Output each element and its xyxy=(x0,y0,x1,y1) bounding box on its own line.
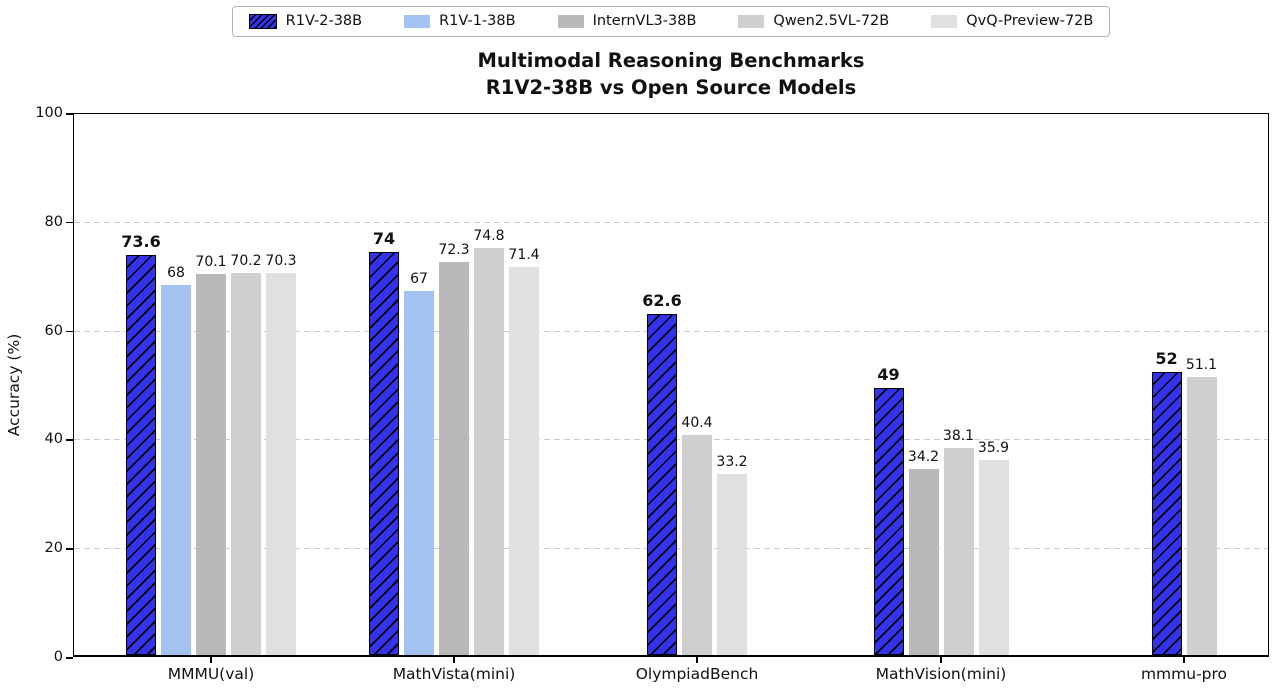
bar-r1v-1-38b-mathvista-mini xyxy=(404,290,434,655)
bar-value-label: 73.6 xyxy=(121,231,161,251)
bar-r1v-2-38b-olympiadbench xyxy=(647,314,677,655)
gridline-y-80 xyxy=(74,221,1268,223)
x-tick-label-olympiadbench: OlympiadBench xyxy=(635,665,759,683)
y-tick-label: 100 xyxy=(35,105,63,121)
y-tick-mark xyxy=(66,657,73,659)
bar-value-label: 51.1 xyxy=(1185,357,1218,374)
x-tick-mark xyxy=(453,657,455,663)
y-tick-label: 0 xyxy=(53,649,63,665)
bar-value-label: 71.4 xyxy=(508,246,540,263)
bar-qvq-preview-72b-mmmu-val xyxy=(266,272,296,655)
chart-title: Multimodal Reasoning Benchmarks R1V2-38B… xyxy=(73,47,1269,101)
bar-value-label: 40.4 xyxy=(681,415,713,432)
bar-qvq-preview-72b-olympiadbench xyxy=(717,474,747,655)
x-tick-label-mmmu-val: MMMU(val) xyxy=(167,665,255,683)
bar-qwen2-5vl-72b-mmmu-pro xyxy=(1186,377,1217,655)
legend-swatch-qvq-preview-72b xyxy=(931,15,958,28)
legend-swatch-r1v-2-38b xyxy=(248,14,277,29)
bar-value-label: 38.1 xyxy=(942,427,975,444)
y-tick-mark xyxy=(66,548,73,550)
y-tick-mark xyxy=(66,113,73,115)
x-tick-mark xyxy=(1183,657,1185,663)
plot-area: Accuracy (%) 0 20 40 60 80 100 MMMU(val) MathVi… xyxy=(5,106,1269,682)
bar-qwen2-5vl-72b-mathvista-mini xyxy=(474,248,504,655)
y-tick-label: 80 xyxy=(44,213,63,230)
bar-r1v-1-38b-mmmu-val xyxy=(161,285,191,655)
bar-value-label: 49 xyxy=(877,365,900,385)
y-tick-mark xyxy=(66,439,73,441)
bar-r1v-2-38b-mmmu-pro xyxy=(1151,372,1182,655)
bar-value-label: 62.6 xyxy=(642,291,682,311)
bar-internvl3-38b-mathvision-mini xyxy=(908,468,939,655)
bar-internvl3-38b-mmmu-val xyxy=(196,273,226,655)
x-tick-label-mathvision-mini: MathVision(mini) xyxy=(875,665,1007,683)
x-tick-mark xyxy=(210,657,212,663)
legend-swatch-r1v-1-38b xyxy=(404,15,431,28)
legend: R1V-2-38B R1V-1-38B InternVL3-38B Qwen2.… xyxy=(73,6,1269,37)
legend-swatch-internvl3-38b xyxy=(557,15,584,28)
legend-item-qvq-preview-72b: QvQ-Preview-72B xyxy=(931,14,1093,29)
bar-value-label: 33.2 xyxy=(716,454,748,471)
bar-qwen2-5vl-72b-mmmu-val xyxy=(231,273,261,655)
x-tick-mark xyxy=(940,657,942,663)
bar-value-label: 70.1 xyxy=(195,253,227,270)
y-tick-mark xyxy=(66,221,73,224)
x-tick-mark xyxy=(696,657,698,663)
x-tick-label-mmmu-pro: mmmu-pro xyxy=(1140,665,1228,683)
y-axis-label: Accuracy (%) xyxy=(5,333,23,436)
x-tick-label-mathvista-mini: MathVista(mini) xyxy=(392,665,516,683)
bar-value-label: 35.9 xyxy=(977,439,1010,456)
bar-value-label: 67 xyxy=(410,270,428,287)
bar-qwen2-5vl-72b-mathvision-mini xyxy=(943,447,974,655)
chart-title-line1: Multimodal Reasoning Benchmarks xyxy=(477,49,865,72)
legend-item-qwen2-5vl-72b: Qwen2.5VL-72B xyxy=(738,14,889,29)
bar-value-label: 72.3 xyxy=(438,241,470,258)
legend-label: R1V-1-38B xyxy=(439,13,516,30)
chart-title-line2: R1V2-38B vs Open Source Models xyxy=(485,76,857,99)
bar-r1v-2-38b-mmmu-val xyxy=(126,254,156,655)
legend-swatch-qwen2-5vl-72b xyxy=(738,15,765,28)
legend-item-r1v-2-38b: R1V-2-38B xyxy=(248,13,363,30)
bar-r1v-2-38b-mathvista-mini xyxy=(369,252,399,655)
legend-label: Qwen2.5VL-72B xyxy=(773,13,890,30)
bar-value-label: 70.2 xyxy=(230,253,262,270)
bar-value-label: 74 xyxy=(372,229,396,249)
bar-value-label: 74.8 xyxy=(473,228,505,245)
legend-label: R1V-2-38B xyxy=(285,13,363,30)
legend-item-r1v-1-38b: R1V-1-38B xyxy=(404,13,516,30)
legend-label: QvQ-Preview-72B xyxy=(966,13,1094,30)
bar-value-label: 70.3 xyxy=(265,252,297,269)
y-tick-label: 40 xyxy=(44,431,63,448)
bar-value-label: 34.2 xyxy=(907,448,940,465)
bar-qvq-preview-72b-mathvision-mini xyxy=(978,459,1009,655)
legend-box: R1V-2-38B R1V-1-38B InternVL3-38B Qwen2.… xyxy=(231,6,1111,37)
bar-r1v-2-38b-mathvision-mini xyxy=(873,388,904,655)
legend-label: InternVL3-38B xyxy=(592,13,697,30)
bar-qwen2-5vl-72b-olympiadbench xyxy=(682,435,712,655)
legend-item-internvl3-38b: InternVL3-38B xyxy=(557,13,697,30)
y-tick-label: 20 xyxy=(44,540,63,557)
bar-internvl3-38b-mathvista-mini xyxy=(439,261,469,655)
y-tick-label: 60 xyxy=(44,322,63,339)
bar-value-label: 68 xyxy=(167,265,185,282)
bar-qvq-preview-72b-mathvista-mini xyxy=(509,266,539,655)
y-tick-mark xyxy=(66,330,73,333)
bar-value-label: 52 xyxy=(1155,349,1178,369)
